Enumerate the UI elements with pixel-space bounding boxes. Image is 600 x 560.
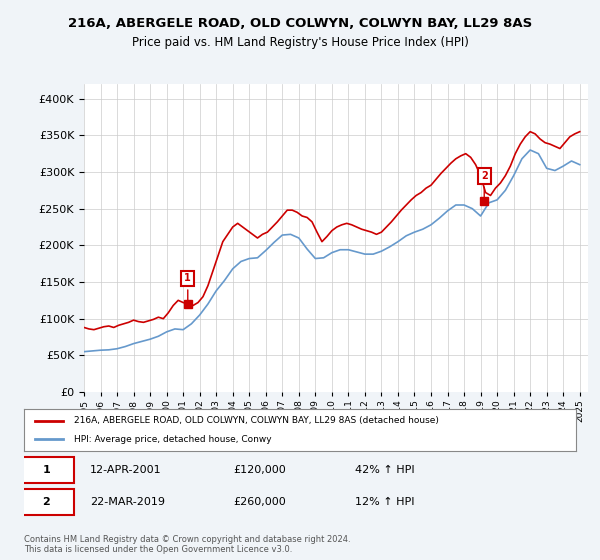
FancyBboxPatch shape [19, 457, 74, 483]
Text: 1: 1 [42, 465, 50, 475]
Text: £260,000: £260,000 [234, 497, 287, 507]
Text: 216A, ABERGELE ROAD, OLD COLWYN, COLWYN BAY, LL29 8AS (detached house): 216A, ABERGELE ROAD, OLD COLWYN, COLWYN … [74, 416, 439, 425]
Text: HPI: Average price, detached house, Conwy: HPI: Average price, detached house, Conw… [74, 435, 271, 444]
Text: £120,000: £120,000 [234, 465, 287, 475]
Text: 2: 2 [42, 497, 50, 507]
Text: 22-MAR-2019: 22-MAR-2019 [90, 497, 165, 507]
Text: 2: 2 [481, 171, 488, 199]
Text: Contains HM Land Registry data © Crown copyright and database right 2024.
This d: Contains HM Land Registry data © Crown c… [24, 535, 350, 554]
Text: 12% ↑ HPI: 12% ↑ HPI [355, 497, 415, 507]
Text: 216A, ABERGELE ROAD, OLD COLWYN, COLWYN BAY, LL29 8AS: 216A, ABERGELE ROAD, OLD COLWYN, COLWYN … [68, 17, 532, 30]
Text: 42% ↑ HPI: 42% ↑ HPI [355, 465, 415, 475]
Text: Price paid vs. HM Land Registry's House Price Index (HPI): Price paid vs. HM Land Registry's House … [131, 36, 469, 49]
FancyBboxPatch shape [19, 489, 74, 515]
Text: 1: 1 [184, 273, 191, 301]
Text: 12-APR-2001: 12-APR-2001 [90, 465, 162, 475]
